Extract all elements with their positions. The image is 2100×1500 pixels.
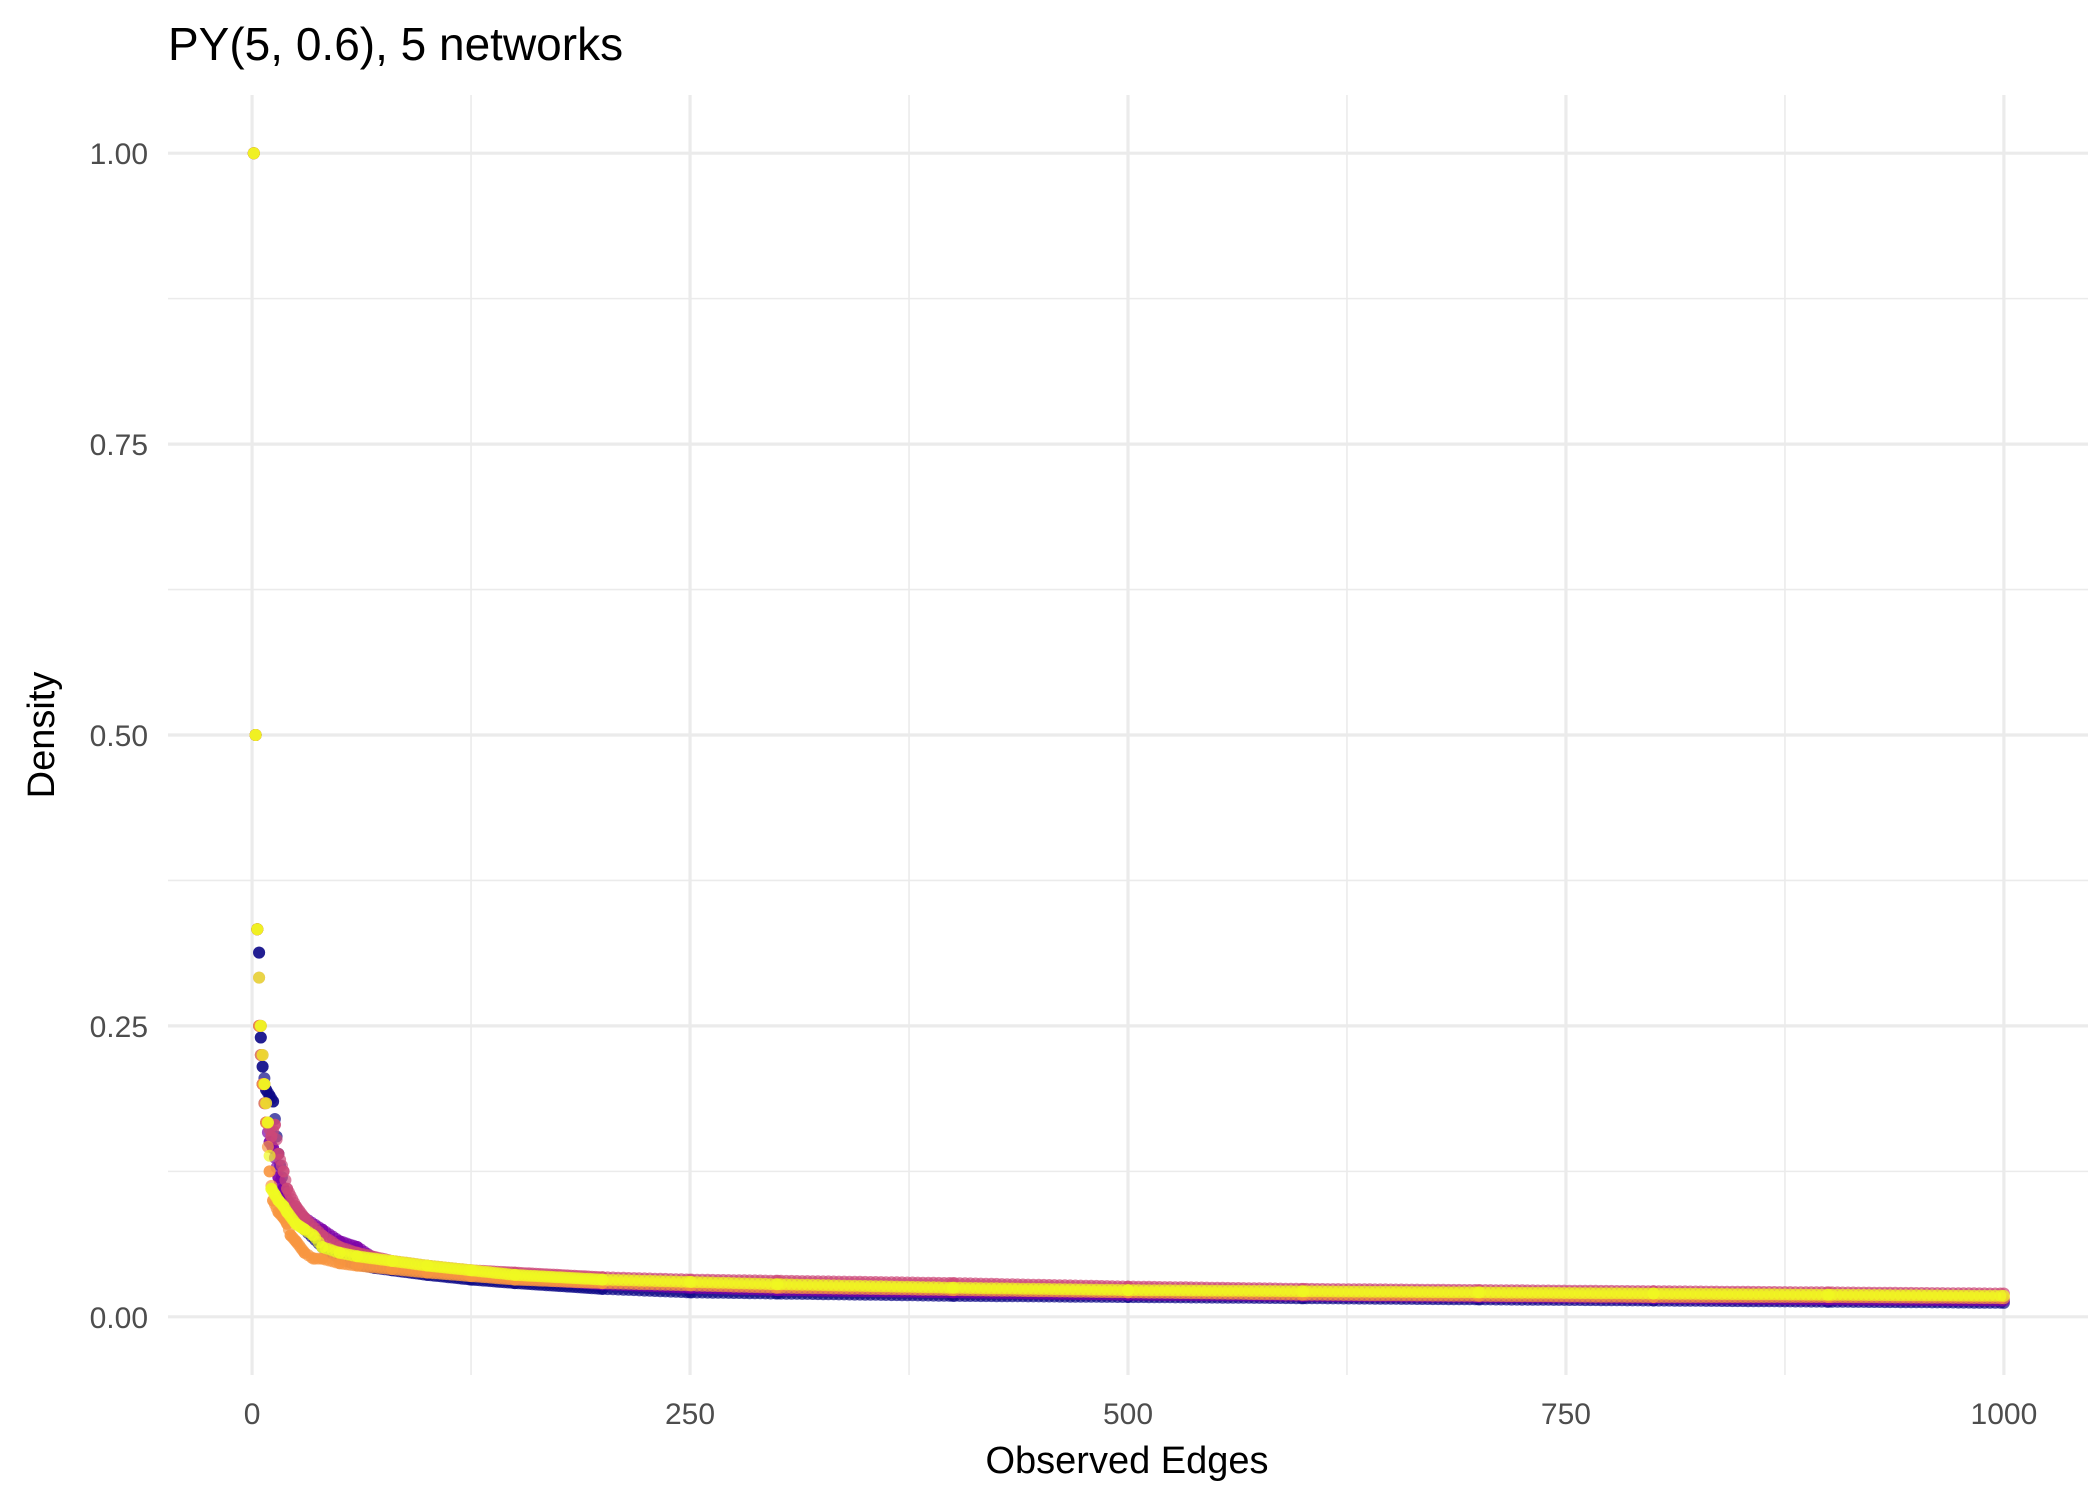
x-tick-label: 250 (665, 1398, 715, 1431)
data-point (261, 1116, 274, 1129)
data-point (289, 1235, 302, 1248)
data-point (281, 1206, 294, 1219)
y-axis-title: Density (21, 672, 63, 799)
data-point (253, 946, 266, 959)
chart-title: PY(5, 0.6), 5 networks (168, 18, 623, 70)
data-points (247, 147, 2010, 1309)
x-axis-title: Observed Edges (985, 1440, 1268, 1482)
grid (168, 95, 2088, 1375)
data-point (351, 1250, 364, 1263)
data-point (298, 1246, 311, 1259)
data-point (1472, 1286, 1485, 1299)
data-point (684, 1275, 696, 1288)
data-point (298, 1223, 311, 1236)
data-point (249, 729, 262, 741)
data-point (307, 1229, 320, 1242)
data-point (260, 1097, 273, 1110)
data-point (277, 1165, 290, 1178)
data-point (1822, 1288, 1835, 1301)
data-point (289, 1200, 302, 1213)
data-point (316, 1252, 329, 1265)
y-tick-label: 1.00 (90, 138, 148, 171)
data-point (1122, 1284, 1134, 1297)
tick-labels: 0 250 500 750 1000 0.00 0.25 0.50 0.75 1.00 (90, 138, 2038, 1431)
x-tick-label: 500 (1103, 1398, 1153, 1431)
data-point (256, 1049, 269, 1061)
data-point (254, 1031, 267, 1044)
y-tick-label: 0.75 (90, 429, 148, 462)
data-point (247, 147, 260, 160)
data-point (253, 971, 266, 984)
series-5-points (247, 147, 2010, 1302)
data-point (596, 1273, 609, 1286)
data-point (333, 1246, 346, 1259)
x-tick-label: 750 (1541, 1398, 1591, 1431)
data-point (265, 1130, 278, 1143)
data-point (256, 1060, 269, 1073)
data-point (263, 1149, 276, 1162)
data-point (1297, 1285, 1310, 1298)
data-point (263, 1165, 276, 1178)
x-tick-label: 0 (244, 1398, 261, 1431)
y-tick-label: 0.25 (90, 1011, 148, 1044)
data-point (465, 1264, 478, 1277)
data-point (289, 1217, 302, 1230)
y-tick-label: 0.50 (90, 720, 148, 753)
data-point (258, 1078, 271, 1091)
data-point (254, 1019, 267, 1032)
data-point (508, 1268, 521, 1281)
data-point (316, 1241, 329, 1253)
x-tick-label: 1000 (1971, 1398, 2038, 1431)
data-point (386, 1255, 399, 1267)
data-point (421, 1259, 434, 1272)
data-point (251, 923, 264, 936)
data-point (1997, 1289, 2010, 1302)
data-point (1647, 1287, 1660, 1300)
data-point (333, 1257, 346, 1270)
y-tick-label: 0.00 (90, 1302, 148, 1335)
data-point (307, 1252, 320, 1265)
data-point (281, 1182, 294, 1195)
data-point (946, 1281, 959, 1294)
data-point (771, 1278, 784, 1291)
